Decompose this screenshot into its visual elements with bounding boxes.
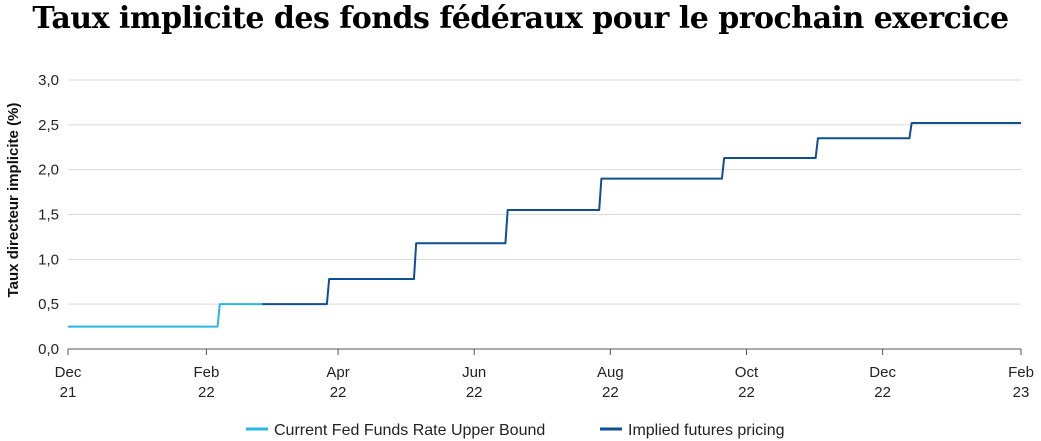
x-tick-label-month: Dec (55, 364, 82, 381)
y-tick-label: 3,0 (38, 72, 59, 89)
y-tick-label: 0,5 (38, 296, 59, 313)
y-tick-label: 1,0 (38, 251, 59, 268)
x-tick-label-year: 22 (602, 384, 619, 401)
chart-title: Taux implicite des fonds fédéraux pour l… (32, 1, 1009, 36)
y-tick-label: 1,5 (38, 207, 59, 224)
legend-label: Current Fed Funds Rate Upper Bound (274, 422, 545, 439)
x-tick-label-year: 22 (330, 384, 347, 401)
y-tick-label: 0,0 (38, 341, 59, 358)
legend-label: Implied futures pricing (628, 422, 785, 439)
x-tick-label-year: 22 (738, 384, 755, 401)
x-tick-label-year: 22 (198, 384, 215, 401)
x-tick-label-year: 21 (60, 384, 77, 401)
x-tick-label-month: Feb (1008, 364, 1034, 381)
x-tick-label-year: 22 (466, 384, 483, 401)
x-tick-label-month: Dec (869, 364, 896, 381)
x-tick-label-month: Aug (597, 364, 624, 381)
y-axis-label: Taux directeur implicite (%) (5, 103, 22, 298)
x-axis: Dec 21 Feb 22 Apr 22 Jun 22 Aug 22 Oct 22 Dec 22 Feb 23 (55, 348, 1034, 401)
x-tick-label-month: Jun (462, 364, 486, 381)
y-tick-label: 2,0 (38, 162, 59, 179)
x-tick-label-year: 23 (1013, 384, 1030, 401)
x-tick-label-month: Apr (326, 364, 349, 381)
legend: Current Fed Funds Rate Upper Bound Implie… (246, 422, 785, 439)
x-tick-label-month: Oct (735, 364, 759, 381)
y-tick-label: 2,5 (38, 117, 59, 134)
series-lines (68, 122, 1021, 328)
x-tick-label-year: 22 (874, 384, 891, 401)
series-line-1 (68, 303, 263, 328)
x-tick-label-month: Feb (193, 364, 219, 381)
y-axis-ticks: 0,0 0,5 1,0 1,5 2,0 2,5 3,0 (38, 72, 59, 358)
gridlines (68, 79, 1021, 305)
series-line-2 (262, 122, 1021, 306)
